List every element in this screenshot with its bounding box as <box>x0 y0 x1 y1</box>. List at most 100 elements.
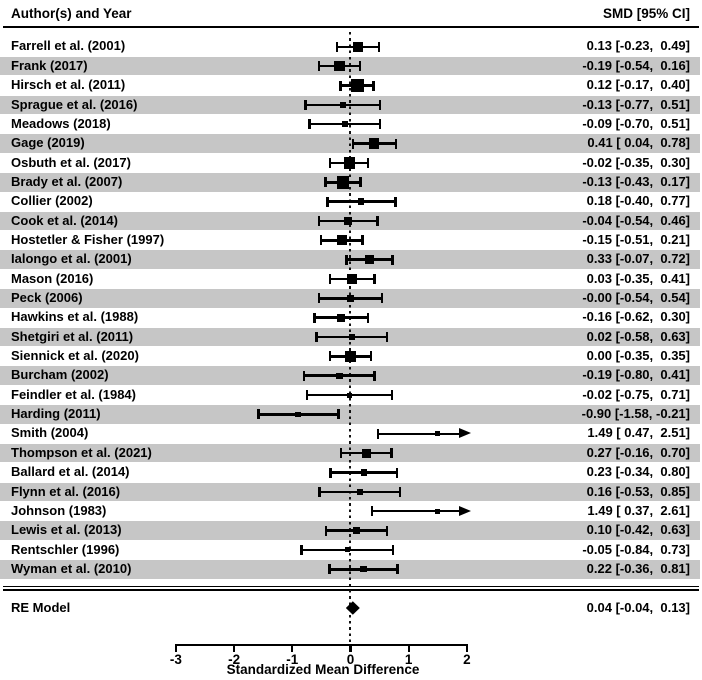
ci-value: -0.04 [-0.54, 0.46] <box>582 212 690 228</box>
ci-cap-right <box>366 157 370 168</box>
ci-value: 0.18 [-0.40, 0.77] <box>586 193 690 209</box>
point-estimate-marker <box>352 526 360 535</box>
ci-cap-left <box>328 274 332 284</box>
study-label: Hawkins et al. (1988) <box>11 309 139 325</box>
point-estimate-marker <box>360 566 367 573</box>
ci-value: 1.49 [ 0.37, 2.61] <box>587 502 690 518</box>
study-label: Hostetler & Fisher (1997) <box>11 231 165 247</box>
x-axis-tick-label: -3 <box>169 651 182 667</box>
x-axis-tick <box>291 643 294 652</box>
ci-cap-right <box>396 564 399 575</box>
ci-cap-right <box>398 486 402 497</box>
point-estimate-marker <box>350 78 365 93</box>
ci-cap-left <box>317 215 321 226</box>
ci-value: 0.10 [-0.42, 0.63] <box>586 522 690 538</box>
ci-cap-left <box>324 525 328 536</box>
summary-diamond-marker <box>345 601 360 615</box>
ci-value: 0.23 [-0.34, 0.80] <box>586 464 690 480</box>
ci-value: 0.27 [-0.16, 0.70] <box>586 444 690 460</box>
study-label: Lewis et al. (2013) <box>11 522 122 538</box>
study-label: Collier (2002) <box>11 193 93 209</box>
point-estimate-marker <box>336 176 350 189</box>
ci-arrow-right-icon <box>459 505 472 516</box>
ci-value: -0.16 [-0.62, 0.30] <box>582 309 690 325</box>
ci-cap-right <box>395 467 399 478</box>
column-header-smd: SMD [95% CI] <box>602 6 690 21</box>
ci-cap-right <box>375 215 379 226</box>
point-estimate-marker <box>364 254 375 265</box>
x-axis-tick <box>174 643 177 652</box>
ci-value: 0.12 [-0.17, 0.40] <box>586 77 690 93</box>
point-estimate-marker <box>361 448 371 458</box>
ci-value: 0.02 [-0.58, 0.63] <box>586 328 690 344</box>
ci-cap-right <box>390 390 394 401</box>
ci-value: -0.02 [-0.35, 0.30] <box>582 154 690 170</box>
point-estimate-marker <box>347 274 358 284</box>
ci-cap-left <box>339 80 342 91</box>
study-label: Gage (2019) <box>11 135 85 151</box>
column-header-authors: Author(s) and Year <box>11 6 132 21</box>
x-axis-tick <box>465 643 468 652</box>
ci-bar <box>377 432 460 436</box>
ci-value: 0.41 [ 0.04, 0.78] <box>587 135 690 151</box>
ci-cap-left <box>324 177 327 188</box>
point-estimate-marker <box>347 294 354 302</box>
header-rule <box>3 26 699 29</box>
ci-cap-left <box>305 390 309 401</box>
ci-value: -0.19 [-0.80, 0.41] <box>582 367 690 383</box>
ci-cap-right <box>361 235 365 246</box>
study-label: Sprague et al. (2016) <box>11 96 138 112</box>
x-axis-title: Standardized Mean Difference <box>226 662 420 677</box>
point-estimate-marker <box>342 121 349 128</box>
x-axis-tick <box>349 643 352 652</box>
ci-cap-right <box>372 80 376 91</box>
point-estimate-marker <box>346 392 352 398</box>
ci-cap-left <box>351 138 355 149</box>
study-label: Brady et al. (2007) <box>11 173 123 189</box>
ci-value: 0.22 [-0.36, 0.81] <box>586 560 690 576</box>
ci-cap-left <box>302 370 306 381</box>
ci-cap-left <box>257 409 260 420</box>
point-estimate-marker <box>434 508 440 514</box>
study-label: Meadows (2018) <box>11 115 111 131</box>
ci-cap-right <box>378 119 382 130</box>
point-estimate-marker <box>369 138 380 149</box>
point-estimate-marker <box>434 431 440 437</box>
ci-arrow-right-icon <box>459 428 472 439</box>
study-label: Rentschler (1996) <box>11 541 120 557</box>
study-label: Hirsch et al. (2011) <box>11 77 126 93</box>
point-estimate-marker <box>344 217 352 225</box>
ci-cap-right <box>394 196 397 207</box>
point-estimate-marker <box>295 411 301 418</box>
ci-cap-right <box>366 312 370 323</box>
ci-cap-right <box>359 177 362 188</box>
ci-value: 0.00 [-0.35, 0.35] <box>586 348 690 364</box>
ci-cap-right <box>373 370 376 381</box>
x-axis-tick-label: -2 <box>228 651 241 667</box>
ci-cap-right <box>377 41 381 52</box>
ci-value: -0.90 [-1.58, -0.21] <box>581 406 690 422</box>
study-label: Ialongo et al. (2001) <box>11 251 132 267</box>
ci-cap-left <box>304 99 307 110</box>
study-label: Frank (2017) <box>11 57 88 73</box>
x-axis-tick-label: 1 <box>404 651 413 667</box>
ci-cap-left <box>313 312 316 323</box>
ci-value: -0.00 [-0.54, 0.54] <box>582 290 690 305</box>
study-label: Wyman et al. (2010) <box>11 560 132 576</box>
ci-cap-left <box>328 564 331 575</box>
ci-cap-right <box>369 351 373 362</box>
ci-cap-left <box>317 293 321 304</box>
ci-value: 0.33 [-0.07, 0.72] <box>586 251 690 267</box>
ci-cap-left <box>345 254 348 265</box>
x-axis-tick <box>407 643 410 652</box>
point-estimate-marker <box>348 333 355 341</box>
ci-value: -0.15 [-0.51, 0.21] <box>582 231 690 247</box>
study-label: Smith (2004) <box>11 425 89 441</box>
ci-cap-left <box>315 332 319 343</box>
study-label: Flynn et al. (2016) <box>11 483 121 499</box>
x-axis-tick-label: 0 <box>346 651 355 667</box>
ci-cap-left <box>339 448 343 459</box>
summary-label: RE Model <box>11 600 71 615</box>
x-axis-tick-label: -1 <box>286 651 299 667</box>
ci-cap-left <box>335 41 339 52</box>
